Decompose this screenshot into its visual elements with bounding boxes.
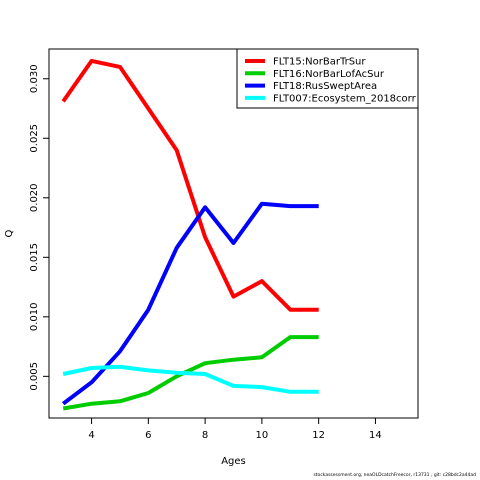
series-line — [62, 364, 319, 394]
y-tick-label: 0.005 — [29, 362, 40, 391]
series-line — [61, 58, 319, 312]
x-tick-label: 6 — [145, 430, 151, 441]
plot-frame — [48, 48, 419, 419]
legend-label: FLT007:Ecosystem_2018corr — [273, 93, 417, 104]
series-line — [62, 335, 319, 411]
y-tick-label: 0.025 — [29, 124, 40, 153]
x-tick-label: 4 — [88, 430, 94, 441]
legend-label: FLT18:RusSweptArea — [273, 81, 377, 92]
x-tick-label: 10 — [256, 430, 269, 441]
y-axis: 0.005 0.010 0.015 0.020 0.025 0.030 — [29, 64, 49, 391]
x-tick-label: 12 — [312, 430, 325, 441]
x-tick-label: 14 — [369, 430, 382, 441]
legend-box — [236, 48, 419, 109]
legend: FLT15:NorBarTrSurFLT16:NorBarLofAcSurFLT… — [236, 48, 419, 109]
y-tick-label: 0.020 — [29, 183, 40, 212]
y-tick-label: 0.015 — [29, 243, 40, 272]
legend-label: FLT15:NorBarTrSur — [273, 57, 366, 68]
y-tick-label: 0.030 — [29, 64, 40, 93]
legend-entries: FLT15:NorBarTrSurFLT16:NorBarLofAcSurFLT… — [245, 57, 417, 104]
series-lines — [61, 58, 319, 411]
y-tick-label: 0.010 — [29, 303, 40, 332]
y-axis-label: Q — [4, 229, 15, 237]
footer-credit: stockassessment.org, neaOLDcatchFreecor,… — [313, 473, 476, 478]
x-axis-label: Ages — [221, 456, 246, 467]
x-tick-label: 8 — [202, 430, 208, 441]
x-axis: 4 6 8 10 12 14 — [88, 418, 382, 441]
legend-label: FLT16:NorBarLofAcSur — [273, 69, 385, 80]
